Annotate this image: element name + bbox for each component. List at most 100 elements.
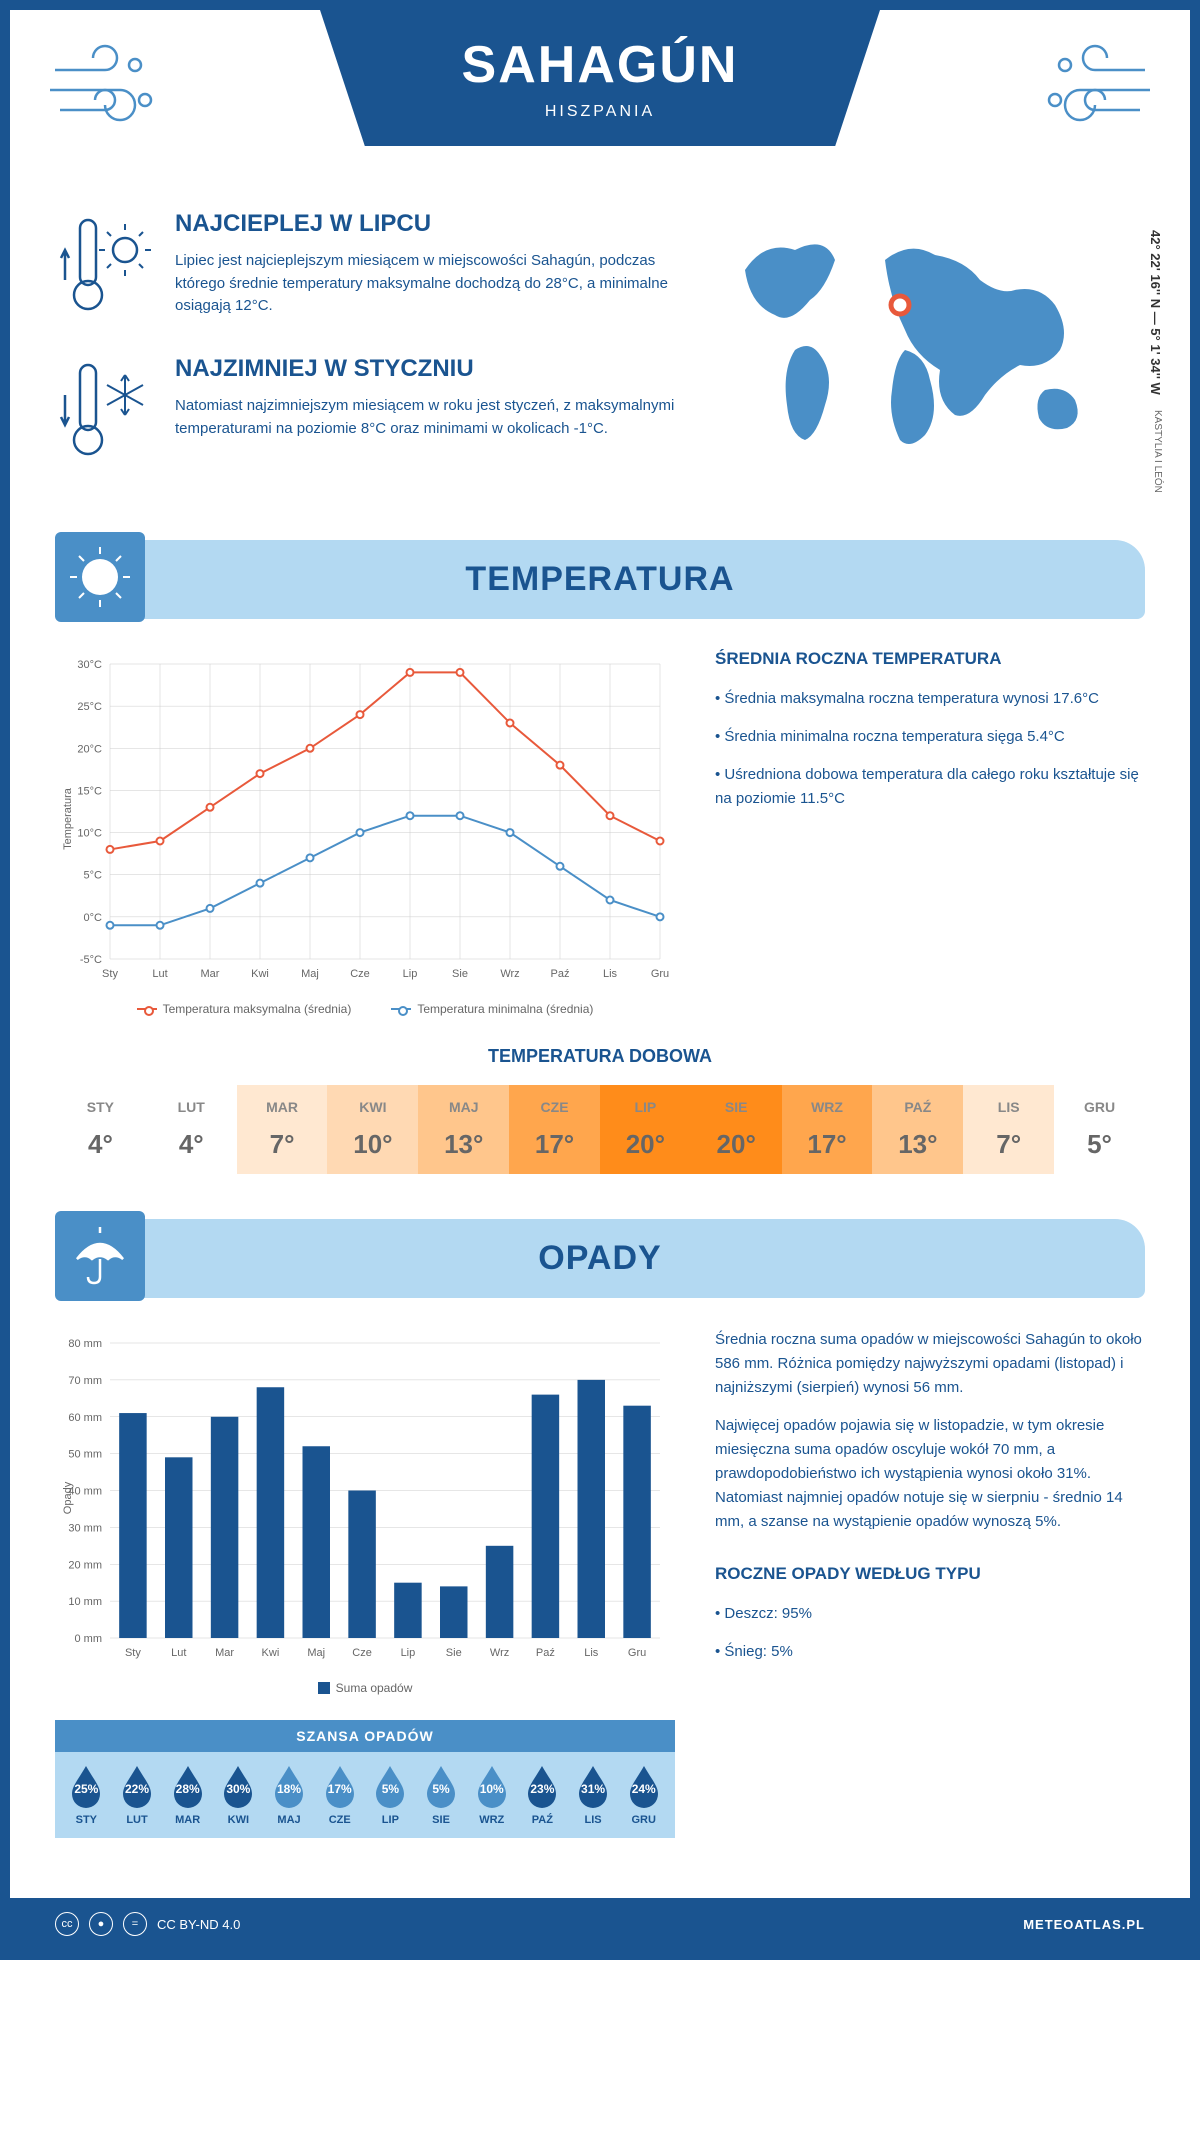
svg-text:20 mm: 20 mm bbox=[68, 1559, 102, 1571]
by-icon: ● bbox=[89, 1912, 113, 1936]
svg-text:25°C: 25°C bbox=[77, 701, 102, 713]
temp-stat-2: • Średnia minimalna roczna temperatura s… bbox=[715, 725, 1145, 749]
precipitation-section-header: OPADY bbox=[55, 1219, 1145, 1298]
city-title: SAHAGÚN bbox=[360, 35, 840, 95]
sun-icon bbox=[55, 532, 145, 622]
world-map: 42° 22' 16'' N — 5° 1' 34'' W KASTYLIA I… bbox=[705, 210, 1145, 500]
svg-text:Mar: Mar bbox=[215, 1647, 234, 1659]
temp-cell: LIS7° bbox=[963, 1085, 1054, 1174]
svg-text:20°C: 20°C bbox=[77, 743, 102, 755]
svg-text:30°C: 30°C bbox=[77, 659, 102, 671]
temperature-chart: -5°C0°C5°C10°C15°C20°C25°C30°CStyLutMarK… bbox=[55, 649, 675, 1016]
svg-text:Maj: Maj bbox=[307, 1647, 325, 1659]
svg-text:Sty: Sty bbox=[125, 1647, 141, 1659]
chance-drop: 5%SIE bbox=[416, 1764, 467, 1826]
region: KASTYLIA I LEÓN bbox=[1152, 410, 1163, 493]
temp-cell: CZE17° bbox=[509, 1085, 600, 1174]
precip-text-2: Najwięcej opadów pojawia się w listopadz… bbox=[715, 1414, 1145, 1534]
svg-text:0°C: 0°C bbox=[84, 912, 103, 924]
temp-cell: STY4° bbox=[55, 1085, 146, 1174]
license-text: CC BY-ND 4.0 bbox=[157, 1917, 240, 1932]
legend-min: Temperatura minimalna (średnia) bbox=[391, 1002, 593, 1016]
precip-type-2: • Śnieg: 5% bbox=[715, 1640, 1145, 1664]
svg-text:50 mm: 50 mm bbox=[68, 1449, 102, 1461]
svg-text:Mar: Mar bbox=[201, 968, 220, 980]
chance-drop: 10%WRZ bbox=[466, 1764, 517, 1826]
coordinates: 42° 22' 16'' N — 5° 1' 34'' W bbox=[1148, 230, 1163, 395]
umbrella-icon bbox=[55, 1211, 145, 1301]
svg-text:Opady: Opady bbox=[62, 1481, 74, 1514]
temp-cell: MAR7° bbox=[237, 1085, 328, 1174]
daily-temp-table: STY4°LUT4°MAR7°KWI10°MAJ13°CZE17°LIP20°S… bbox=[55, 1085, 1145, 1174]
svg-text:0 mm: 0 mm bbox=[75, 1633, 103, 1645]
svg-text:15°C: 15°C bbox=[77, 785, 102, 797]
chance-drop: 28%MAR bbox=[162, 1764, 213, 1826]
svg-text:Sie: Sie bbox=[446, 1647, 462, 1659]
coldest-text: Natomiast najzimniejszym miesiącem w rok… bbox=[175, 395, 675, 440]
chance-drop: 5%LIP bbox=[365, 1764, 416, 1826]
svg-text:Kwi: Kwi bbox=[251, 968, 269, 980]
svg-text:Wrz: Wrz bbox=[490, 1647, 509, 1659]
precipitation-chance: SZANSA OPADÓW 25%STY22%LUT28%MAR30%KWI18… bbox=[55, 1720, 675, 1838]
svg-text:Lis: Lis bbox=[584, 1647, 599, 1659]
svg-text:Gru: Gru bbox=[628, 1647, 646, 1659]
legend-precip: Suma opadów bbox=[318, 1681, 413, 1695]
temp-stat-3: • Uśredniona dobowa temperatura dla całe… bbox=[715, 763, 1145, 811]
temp-cell: SIE20° bbox=[691, 1085, 782, 1174]
svg-text:Cze: Cze bbox=[352, 1647, 372, 1659]
legend-max: Temperatura maksymalna (średnia) bbox=[137, 1002, 352, 1016]
svg-text:Lut: Lut bbox=[152, 968, 167, 980]
svg-text:Gru: Gru bbox=[651, 968, 669, 980]
hottest-title: NAJCIEPLEJ W LIPCU bbox=[175, 210, 675, 238]
svg-text:Lip: Lip bbox=[401, 1647, 416, 1659]
country-subtitle: HISZPANIA bbox=[360, 103, 840, 121]
svg-text:Wrz: Wrz bbox=[500, 968, 519, 980]
svg-text:Temperatura: Temperatura bbox=[62, 787, 74, 850]
svg-text:Sie: Sie bbox=[452, 968, 468, 980]
temp-cell: PAŹ13° bbox=[872, 1085, 963, 1174]
coldest-block: NAJZIMNIEJ W STYCZNIU Natomiast najzimni… bbox=[55, 355, 675, 470]
wind-icon bbox=[45, 40, 175, 145]
hottest-text: Lipiec jest najcieplejszym miesiącem w m… bbox=[175, 250, 675, 318]
site-name: METEOATLAS.PL bbox=[1023, 1917, 1145, 1932]
precipitation-chart: 0 mm10 mm20 mm30 mm40 mm50 mm60 mm70 mm8… bbox=[55, 1328, 675, 1838]
svg-text:Maj: Maj bbox=[301, 968, 319, 980]
svg-text:60 mm: 60 mm bbox=[68, 1412, 102, 1424]
svg-text:70 mm: 70 mm bbox=[68, 1375, 102, 1387]
thermometer-hot-icon bbox=[55, 210, 155, 325]
svg-text:Lis: Lis bbox=[603, 968, 618, 980]
svg-text:Lut: Lut bbox=[171, 1647, 186, 1659]
hottest-block: NAJCIEPLEJ W LIPCU Lipiec jest najcieple… bbox=[55, 210, 675, 325]
svg-text:Paź: Paź bbox=[551, 968, 570, 980]
temperature-title: TEMPERATURA bbox=[85, 560, 1115, 599]
chance-drop: 31%LIS bbox=[568, 1764, 619, 1826]
temp-cell: LUT4° bbox=[146, 1085, 237, 1174]
footer: cc ● = CC BY-ND 4.0 METEOATLAS.PL bbox=[10, 1898, 1190, 1950]
header: SAHAGÚN HISZPANIA bbox=[10, 10, 1190, 180]
thermometer-cold-icon bbox=[55, 355, 155, 470]
svg-text:80 mm: 80 mm bbox=[68, 1338, 102, 1350]
temp-stat-1: • Średnia maksymalna roczna temperatura … bbox=[715, 687, 1145, 711]
svg-text:Lip: Lip bbox=[403, 968, 418, 980]
svg-text:5°C: 5°C bbox=[84, 870, 103, 882]
precip-type-title: ROCZNE OPADY WEDŁUG TYPU bbox=[715, 1564, 1145, 1584]
precip-text-1: Średnia roczna suma opadów w miejscowośc… bbox=[715, 1328, 1145, 1400]
temp-cell: MAJ13° bbox=[418, 1085, 509, 1174]
title-banner: SAHAGÚN HISZPANIA bbox=[320, 10, 880, 146]
svg-text:-5°C: -5°C bbox=[80, 954, 102, 966]
coldest-title: NAJZIMNIEJ W STYCZNIU bbox=[175, 355, 675, 383]
chance-drop: 24%GRU bbox=[618, 1764, 669, 1826]
svg-text:Cze: Cze bbox=[350, 968, 370, 980]
precip-type-1: • Deszcz: 95% bbox=[715, 1602, 1145, 1626]
chance-drop: 22%LUT bbox=[112, 1764, 163, 1826]
chance-drop: 23%PAŹ bbox=[517, 1764, 568, 1826]
nd-icon: = bbox=[123, 1912, 147, 1936]
temperature-section-header: TEMPERATURA bbox=[55, 540, 1145, 619]
precipitation-title: OPADY bbox=[85, 1239, 1115, 1278]
svg-text:Kwi: Kwi bbox=[262, 1647, 280, 1659]
chance-drop: 18%MAJ bbox=[264, 1764, 315, 1826]
svg-text:Sty: Sty bbox=[102, 968, 118, 980]
wind-icon bbox=[1025, 40, 1155, 145]
svg-text:30 mm: 30 mm bbox=[68, 1522, 102, 1534]
chance-title: SZANSA OPADÓW bbox=[55, 1720, 675, 1752]
